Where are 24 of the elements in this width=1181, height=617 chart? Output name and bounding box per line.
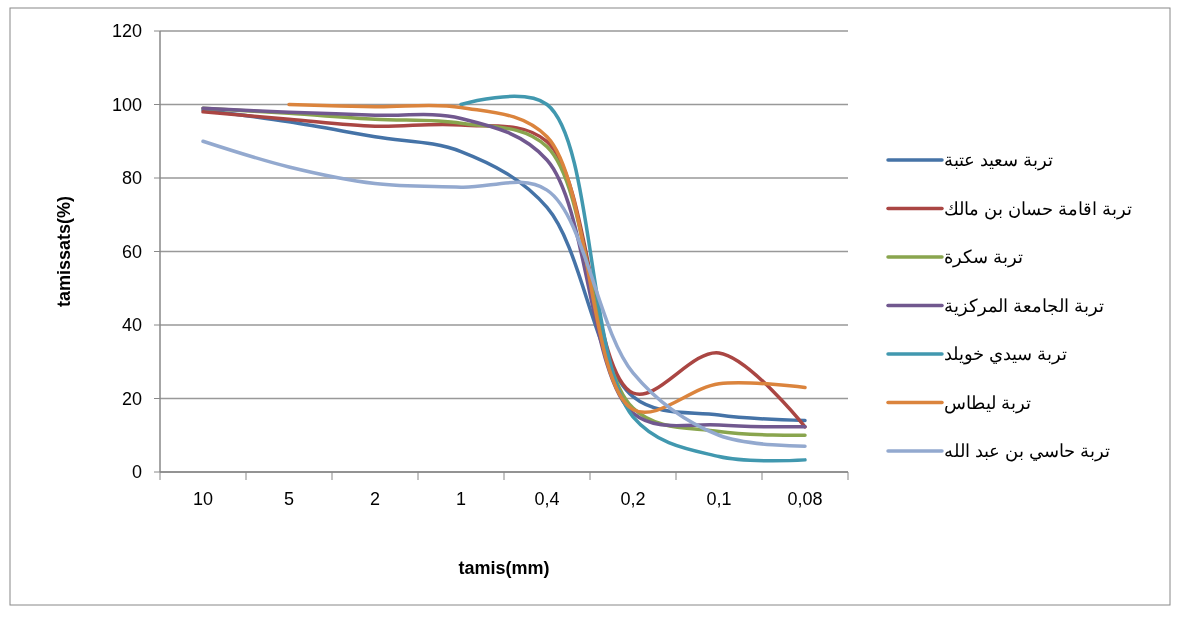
x-tick-label: 0,2: [620, 489, 646, 509]
y-tick-label: 40: [121, 315, 142, 336]
y-tick-label: 80: [121, 168, 142, 189]
legend-label: تربة ليطاس: [944, 392, 1032, 414]
x-tick-label: 2: [369, 489, 381, 509]
y-tick-label: 20: [121, 388, 142, 409]
legend-label: تربة سيدي خويلد: [944, 344, 1068, 366]
legend-label: تربة اقامة حسان بن مالك: [944, 198, 1133, 220]
x-tick-label: 0,4: [534, 489, 560, 509]
y-tick-label: 60: [121, 241, 142, 262]
y-tick-label: 0: [131, 462, 142, 483]
legend-label: تربة سكرة: [944, 247, 1024, 269]
x-tick-label: 1: [455, 489, 467, 509]
legend-label: تربة سعيد عتبة: [944, 150, 1054, 172]
legend-label: تربة حاسي بن عبد الله: [944, 441, 1111, 463]
x-axis-title: tamis(mm): [458, 558, 550, 578]
x-tick-label: 5: [283, 489, 295, 509]
legend-label: تربة الجامعة المركزية: [944, 295, 1105, 317]
x-tick-label: 10: [192, 489, 214, 509]
y-tick-label: 100: [111, 94, 142, 115]
x-tick-label: 0,1: [706, 489, 732, 509]
y-axis-title: tamissats(%): [54, 195, 74, 308]
x-tick-label: 0,08: [787, 489, 823, 509]
y-tick-label: 120: [111, 21, 142, 42]
